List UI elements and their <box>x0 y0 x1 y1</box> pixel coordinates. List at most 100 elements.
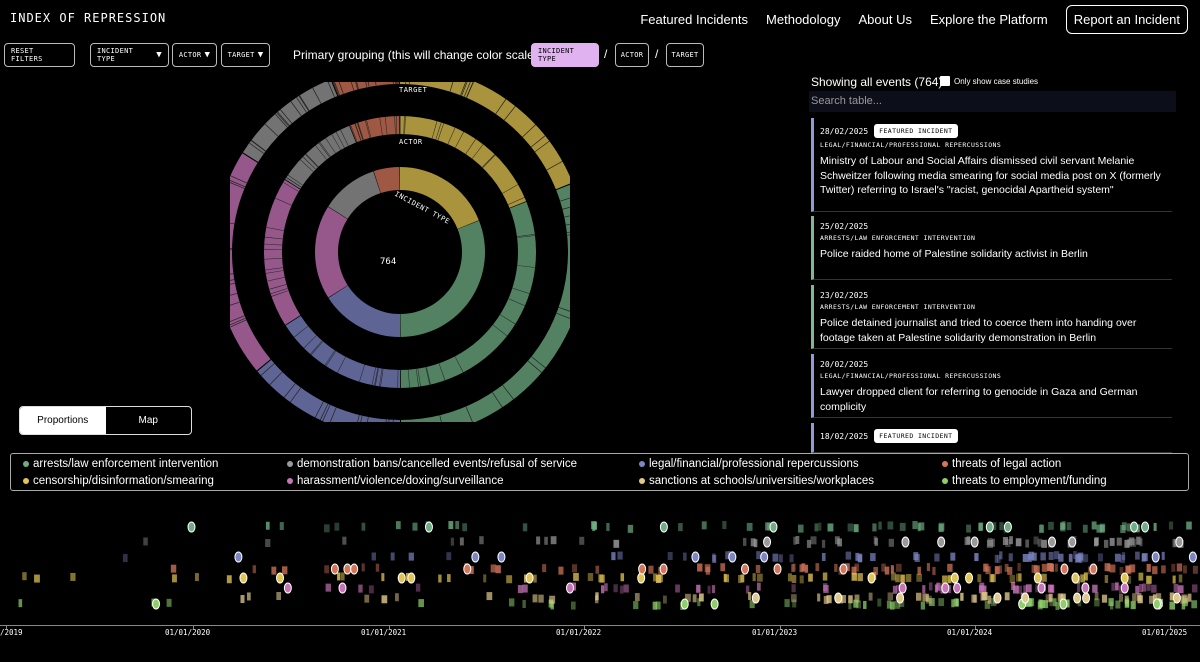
timeline-incident-mark[interactable] <box>779 554 783 562</box>
timeline-incident-mark[interactable] <box>929 582 933 590</box>
timeline-incident-mark[interactable] <box>983 564 988 572</box>
group-target-button[interactable]: TARGET <box>666 43 704 67</box>
nav-methodology[interactable]: Methodology <box>766 12 840 27</box>
timeline-featured-marker[interactable] <box>1038 583 1045 593</box>
timeline-featured-marker[interactable] <box>472 552 479 562</box>
timeline-incident-mark[interactable] <box>1132 593 1136 601</box>
timeline-incident-mark[interactable] <box>1048 563 1052 571</box>
timeline-incident-mark[interactable] <box>324 565 329 573</box>
proportions-tab[interactable]: Proportions <box>20 407 106 434</box>
nav-featured-incidents[interactable]: Featured Incidents <box>640 12 748 27</box>
timeline-incident-mark[interactable] <box>956 599 959 607</box>
timeline-incident-mark[interactable] <box>1016 538 1022 546</box>
timeline-incident-mark[interactable] <box>506 575 512 583</box>
timeline-incident-mark[interactable] <box>1040 600 1045 608</box>
incident-card[interactable]: 25/02/2025 ARRESTS/LAW ENFORCEMENT INTERV… <box>811 216 1172 280</box>
timeline-featured-marker[interactable] <box>1176 537 1183 547</box>
timeline-featured-marker[interactable] <box>764 537 771 547</box>
timeline-featured-marker[interactable] <box>639 564 646 574</box>
group-actor-button[interactable]: ACTOR <box>615 43 649 67</box>
timeline-incident-mark[interactable] <box>981 593 987 601</box>
table-search-input[interactable]: Search table... <box>809 91 1176 112</box>
timeline-incident-mark[interactable] <box>462 523 467 531</box>
timeline-incident-mark[interactable] <box>835 536 840 544</box>
timeline-featured-marker[interactable] <box>526 573 533 583</box>
timeline-incident-mark[interactable] <box>611 552 615 560</box>
timeline-incident-mark[interactable] <box>1135 586 1139 594</box>
timeline-incident-mark[interactable] <box>341 572 345 580</box>
timeline-incident-mark[interactable] <box>396 521 401 529</box>
timeline-incident-mark[interactable] <box>282 566 287 574</box>
timeline-incident-mark[interactable] <box>1186 522 1192 530</box>
timeline-incident-mark[interactable] <box>1181 594 1186 602</box>
timeline-incident-mark[interactable] <box>828 523 834 531</box>
timeline-incident-mark[interactable] <box>123 554 128 562</box>
timeline-incident-mark[interactable] <box>617 552 622 560</box>
timeline-incident-mark[interactable] <box>756 565 760 573</box>
timeline-incident-mark[interactable] <box>978 523 982 531</box>
timeline-incident-mark[interactable] <box>1032 565 1038 573</box>
incident-card[interactable]: 28/02/2025 FEATURED INCIDENT LEGAL/FINANCI… <box>811 118 1172 212</box>
timeline-incident-mark[interactable] <box>934 553 939 561</box>
timeline-featured-marker[interactable] <box>994 593 1001 603</box>
timeline-incident-mark[interactable] <box>240 595 244 603</box>
case-studies-checkbox[interactable] <box>940 76 950 86</box>
timeline-incident-mark[interactable] <box>601 585 604 593</box>
timeline-incident-mark[interactable] <box>900 575 905 583</box>
timeline-incident-mark[interactable] <box>995 566 1000 574</box>
timeline-incident-mark[interactable] <box>518 585 523 593</box>
timeline-incident-mark[interactable] <box>950 553 955 561</box>
nav-about-us[interactable]: About Us <box>859 12 912 27</box>
timeline-incident-mark[interactable] <box>877 599 881 607</box>
timeline-incident-mark[interactable] <box>834 564 837 572</box>
timeline-incident-mark[interactable] <box>538 595 543 603</box>
timeline-incident-mark[interactable] <box>613 584 617 592</box>
timeline-incident-mark[interactable] <box>1084 572 1088 580</box>
report-incident-button[interactable]: Report an Incident <box>1066 5 1188 34</box>
legend-item[interactable]: censorship/disinformation/smearing <box>23 475 214 487</box>
timeline-incident-mark[interactable] <box>675 584 680 592</box>
timeline-featured-marker[interactable] <box>351 564 358 574</box>
timeline-featured-marker[interactable] <box>1142 522 1149 532</box>
timeline-incident-mark[interactable] <box>938 598 944 606</box>
timeline-featured-marker[interactable] <box>1121 573 1128 583</box>
timeline-incident-mark[interactable] <box>623 585 628 593</box>
timeline-incident-mark[interactable] <box>509 598 514 606</box>
timeline-incident-mark[interactable] <box>599 575 604 583</box>
timeline-incident-mark[interactable] <box>195 573 199 581</box>
incident-timeline[interactable] <box>0 500 1200 625</box>
timeline-incident-mark[interactable] <box>588 573 593 581</box>
legend-item[interactable]: harassment/violence/doxing/surveillance <box>287 475 503 487</box>
timeline-incident-mark[interactable] <box>592 523 595 531</box>
timeline-featured-marker[interactable] <box>1069 537 1076 547</box>
timeline-incident-mark[interactable] <box>438 575 441 583</box>
timeline-incident-mark[interactable] <box>337 572 340 580</box>
timeline-incident-mark[interactable] <box>895 574 900 582</box>
legend-item[interactable]: demonstration bans/cancelled events/refu… <box>287 458 577 470</box>
timeline-featured-marker[interactable] <box>331 564 338 574</box>
timeline-incident-mark[interactable] <box>376 564 379 572</box>
timeline-incident-mark[interactable] <box>1147 564 1151 572</box>
legend-item[interactable]: threats to employment/funding <box>942 475 1107 487</box>
timeline-featured-marker[interactable] <box>692 552 699 562</box>
timeline-incident-mark[interactable] <box>635 593 640 601</box>
timeline-incident-mark[interactable] <box>824 596 829 604</box>
timeline-featured-marker[interactable] <box>1074 593 1081 603</box>
timeline-incident-mark[interactable] <box>1046 594 1052 602</box>
timeline-incident-mark[interactable] <box>1117 538 1122 546</box>
timeline-incident-mark[interactable] <box>947 564 952 572</box>
timeline-incident-mark[interactable] <box>942 575 948 583</box>
timeline-incident-mark[interactable] <box>891 565 894 573</box>
timeline-incident-mark[interactable] <box>479 536 483 544</box>
timeline-incident-mark[interactable] <box>1060 522 1065 530</box>
timeline-incident-mark[interactable] <box>822 553 826 561</box>
timeline-incident-mark[interactable] <box>1039 525 1044 533</box>
timeline-incident-mark[interactable] <box>979 583 984 591</box>
timeline-incident-mark[interactable] <box>579 537 584 545</box>
timeline-incident-mark[interactable] <box>800 575 804 583</box>
timeline-featured-marker[interactable] <box>986 522 993 532</box>
timeline-incident-mark[interactable] <box>887 521 893 529</box>
timeline-incident-mark[interactable] <box>1005 592 1010 600</box>
timeline-incident-mark[interactable] <box>757 574 763 582</box>
timeline-featured-marker[interactable] <box>954 583 961 593</box>
